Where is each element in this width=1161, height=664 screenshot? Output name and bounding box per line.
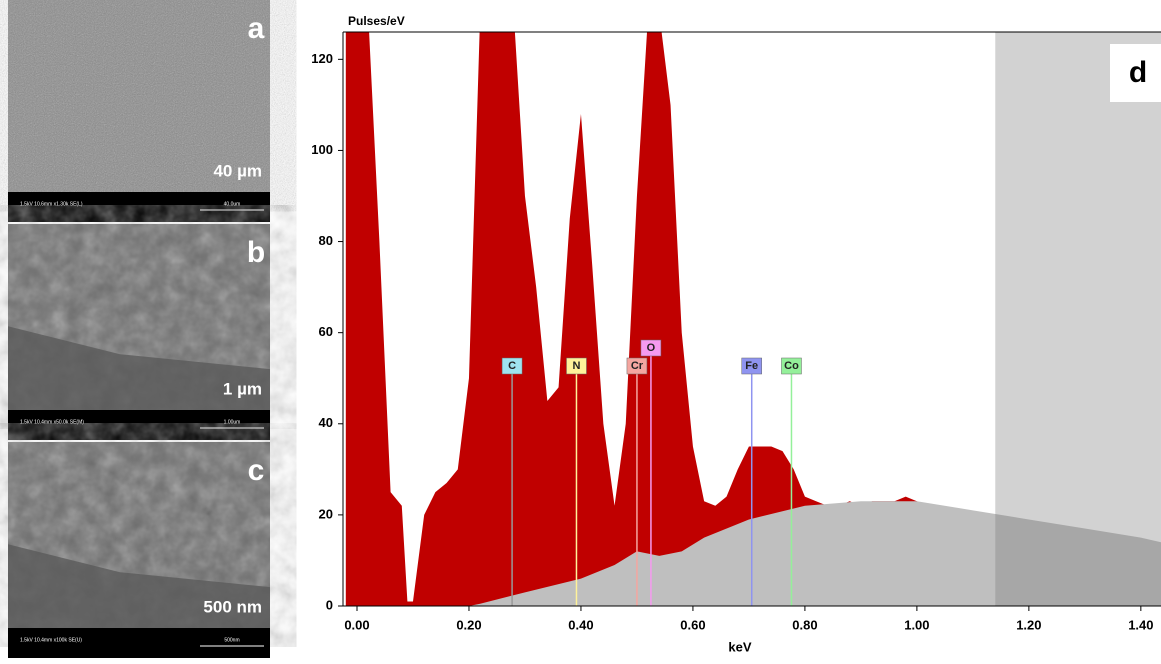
sem-texture bbox=[8, 0, 270, 192]
spectrum-chart: C N CrO Fe Co 0 20 40 60 80 100 120 0.00 0.20 0.40 0.60… bbox=[311, 14, 1161, 654]
y-tick-label: 80 bbox=[319, 233, 333, 248]
sem-substrate bbox=[8, 544, 270, 628]
shaded-overlay bbox=[995, 32, 1161, 606]
scale-label: 1 µm bbox=[223, 379, 262, 398]
sem-info: 1.5kV 10.6mm x1.30k SE(L) bbox=[20, 201, 83, 207]
panel-letter: b bbox=[247, 236, 265, 269]
element-badge bbox=[501, 357, 523, 375]
sem-panels: 1.5kV 10.6mm x1.30k SE(L) 40.0um a 40 µm 1.5… bbox=[8, 0, 270, 658]
panel-letter-box bbox=[1110, 44, 1161, 102]
element-label: Cr bbox=[631, 360, 644, 372]
element-label: N bbox=[572, 360, 580, 372]
scale-label: 500 nm bbox=[203, 597, 262, 616]
x-tick-label: 1.00 bbox=[904, 617, 929, 632]
spectrum-area bbox=[345, 32, 1161, 606]
x-tick-label: 0.60 bbox=[680, 617, 705, 632]
element-label: C bbox=[508, 360, 516, 372]
shaded-region bbox=[995, 32, 1161, 606]
element-badge bbox=[626, 357, 648, 375]
y-tick-label: 120 bbox=[311, 51, 333, 66]
y-tick-label: 0 bbox=[326, 597, 333, 612]
element-badge bbox=[640, 339, 662, 357]
sem-info-strip bbox=[8, 410, 270, 440]
sem-bar-label: 1.00um bbox=[224, 419, 241, 425]
x-tick-label: 0.80 bbox=[792, 617, 817, 632]
panel-letter: d bbox=[1129, 56, 1147, 89]
y-tick-label: 100 bbox=[311, 142, 333, 157]
scale-label: 40 µm bbox=[213, 161, 262, 180]
element-label: Fe bbox=[745, 360, 758, 372]
y-tick-label: 40 bbox=[319, 415, 333, 430]
x-tick-label: 1.40 bbox=[1128, 617, 1153, 632]
element-label: Co bbox=[784, 360, 799, 372]
x-tick-label: 0.20 bbox=[456, 617, 481, 632]
element-badge bbox=[741, 357, 762, 375]
element-label: O bbox=[647, 342, 656, 354]
sem-bar-label: 40.0um bbox=[224, 201, 241, 207]
sem-info: 1.5kV 10.4mm x50.0k SE(M) bbox=[20, 419, 84, 425]
panel-letter: c bbox=[248, 454, 265, 487]
sem-info-strip bbox=[8, 628, 270, 658]
sem-info-strip bbox=[8, 192, 270, 222]
y-tick-label: 60 bbox=[319, 324, 333, 339]
element-badge bbox=[781, 357, 802, 375]
y-tick-label: 20 bbox=[319, 506, 333, 521]
x-tick-label: 1.20 bbox=[1016, 617, 1041, 632]
y-axis-title: Pulses/eV bbox=[348, 14, 405, 28]
element-badge bbox=[566, 357, 587, 375]
sem-info: 1.5kV 10.4mm x100k SE(U) bbox=[20, 637, 82, 643]
sem-bar-label: 500nm bbox=[224, 637, 239, 643]
sem-substrate bbox=[8, 326, 270, 410]
x-tick-label: 0.00 bbox=[344, 617, 369, 632]
x-tick-label: 0.40 bbox=[568, 617, 593, 632]
panel-letter: a bbox=[248, 12, 265, 45]
x-axis-title: keV bbox=[728, 639, 751, 654]
